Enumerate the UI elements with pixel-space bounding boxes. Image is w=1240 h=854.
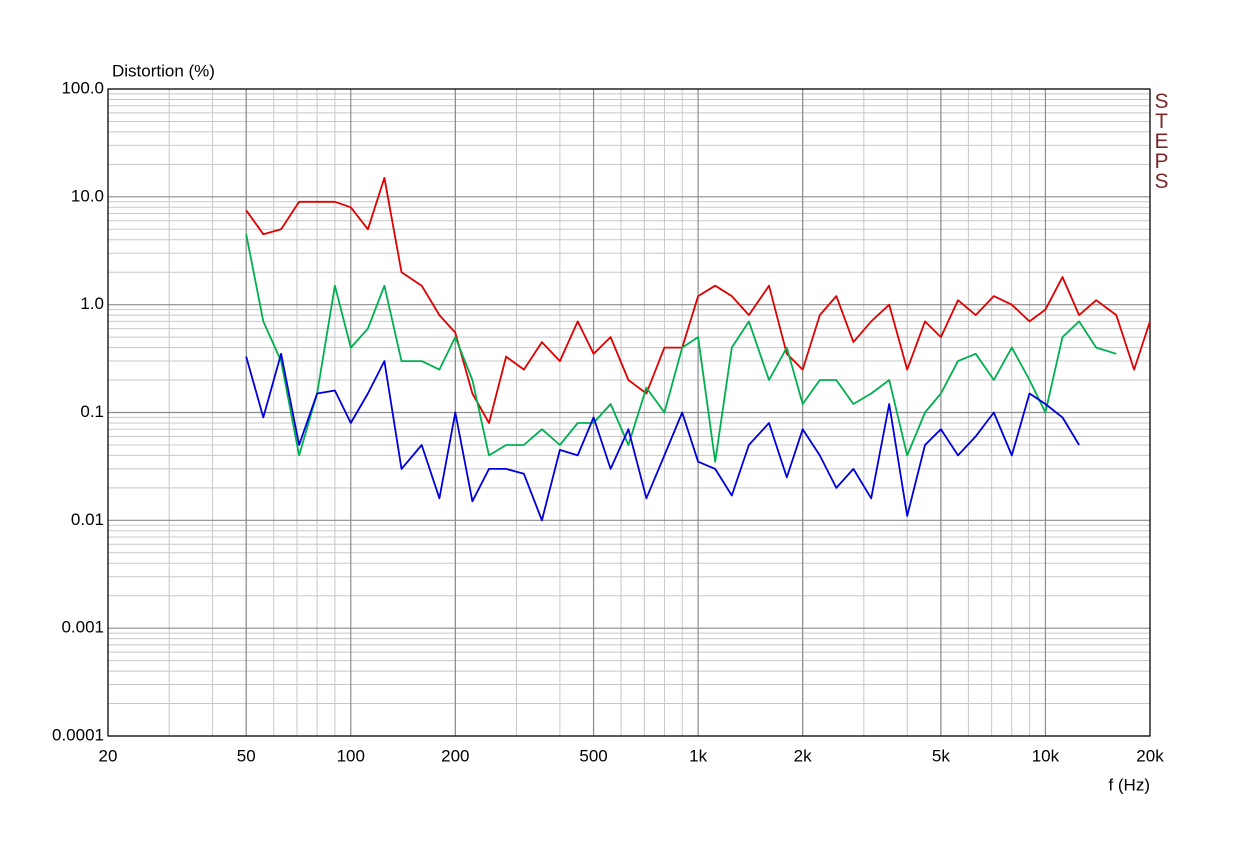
x-tick-label: 2k [794, 746, 812, 765]
x-tick-label: 20 [99, 746, 118, 765]
x-tick-label: 20k [1136, 746, 1164, 765]
x-tick-label: 500 [579, 746, 607, 765]
y-tick-label: 0.001 [61, 618, 104, 637]
x-tick-label: 50 [237, 746, 256, 765]
y-axis-label: Distortion (%) [112, 61, 215, 80]
plot-frame [107, 88, 1151, 737]
x-tick-label: 5k [932, 746, 950, 765]
y-tick-label: 10.0 [71, 186, 104, 205]
y-tick-label: 0.1 [80, 402, 104, 421]
x-tick-label: 200 [441, 746, 469, 765]
y-tick-label: 0.01 [71, 510, 104, 529]
watermark: STEPS [1150, 90, 1173, 190]
x-tick-label: 10k [1032, 746, 1060, 765]
x-axis-label: f (Hz) [1108, 775, 1150, 794]
data-line [245, 234, 1117, 463]
data-line [245, 176, 1151, 424]
x-tick-label: 100 [337, 746, 365, 765]
y-tick-label: 0.0001 [52, 725, 104, 744]
y-tick-label: 1.0 [80, 294, 104, 313]
data-line [245, 352, 1080, 522]
x-tick-label: 1k [689, 746, 707, 765]
y-tick-label: 100.0 [61, 78, 104, 97]
